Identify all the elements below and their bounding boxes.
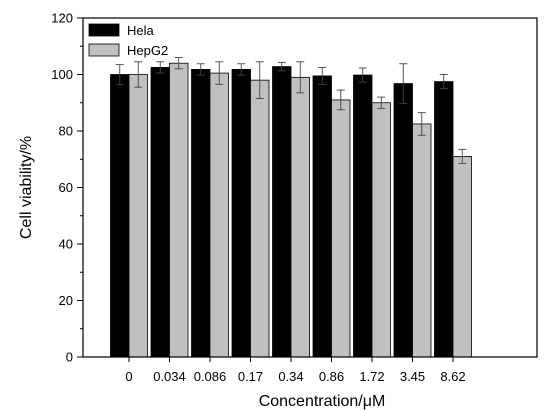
bar-hepg2 <box>250 79 270 358</box>
bar-hepg2 <box>209 72 229 358</box>
bar-hela <box>231 69 251 358</box>
y-tick-label: 80 <box>59 124 73 139</box>
y-tick-label: 20 <box>59 293 73 308</box>
x-tick-label: 0.17 <box>238 369 263 384</box>
legend-swatch-hepg2 <box>88 43 120 57</box>
x-tick-label: 0 <box>125 369 132 384</box>
y-axis: 0 20 40 60 80 100 120 <box>51 11 83 365</box>
x-tick-label: 1.72 <box>359 369 384 384</box>
x-tick-label: 0.086 <box>194 369 227 384</box>
bar-hela <box>150 67 170 358</box>
bar-hela <box>191 69 211 358</box>
bar-hela <box>272 66 292 358</box>
legend-swatch-hela <box>88 23 120 37</box>
bar-hepg2 <box>371 102 391 358</box>
bar-hela <box>312 75 332 358</box>
bar-hela <box>110 74 130 358</box>
bar-hepg2 <box>128 74 148 358</box>
bar-hela <box>393 83 413 358</box>
error-bars-layer <box>115 57 467 164</box>
x-tick-label: 8.62 <box>440 369 465 384</box>
legend-label-hela: Hela <box>127 23 155 38</box>
legend-label-hepg2: HepG2 <box>127 43 168 58</box>
y-tick-label: 60 <box>59 180 73 195</box>
bar-hepg2 <box>331 99 351 358</box>
legend: Hela HepG2 <box>88 23 168 58</box>
bar-hepg2 <box>169 62 189 358</box>
y-tick-label: 120 <box>51 11 73 26</box>
bar-hepg2 <box>452 156 472 358</box>
x-axis-title: Concentration/μM <box>259 393 386 410</box>
bar-hela <box>434 81 454 358</box>
x-axis: 0 0.034 0.086 0.17 0.34 0.86 1.72 3.45 8.62 <box>125 357 466 384</box>
bar-hela <box>353 74 373 358</box>
x-tick-label: 3.45 <box>400 369 425 384</box>
y-axis-title: Cell viability/% <box>18 136 35 239</box>
x-tick-label: 0.86 <box>319 369 344 384</box>
y-tick-label: 0 <box>66 350 73 365</box>
x-tick-label: 0.34 <box>278 369 303 384</box>
bars-layer <box>110 62 472 358</box>
bar-hepg2 <box>290 76 310 358</box>
bar-hepg2 <box>412 123 432 358</box>
y-tick-label: 40 <box>59 237 73 252</box>
y-tick-label: 100 <box>51 67 73 82</box>
x-tick-label: 0.034 <box>153 369 186 384</box>
